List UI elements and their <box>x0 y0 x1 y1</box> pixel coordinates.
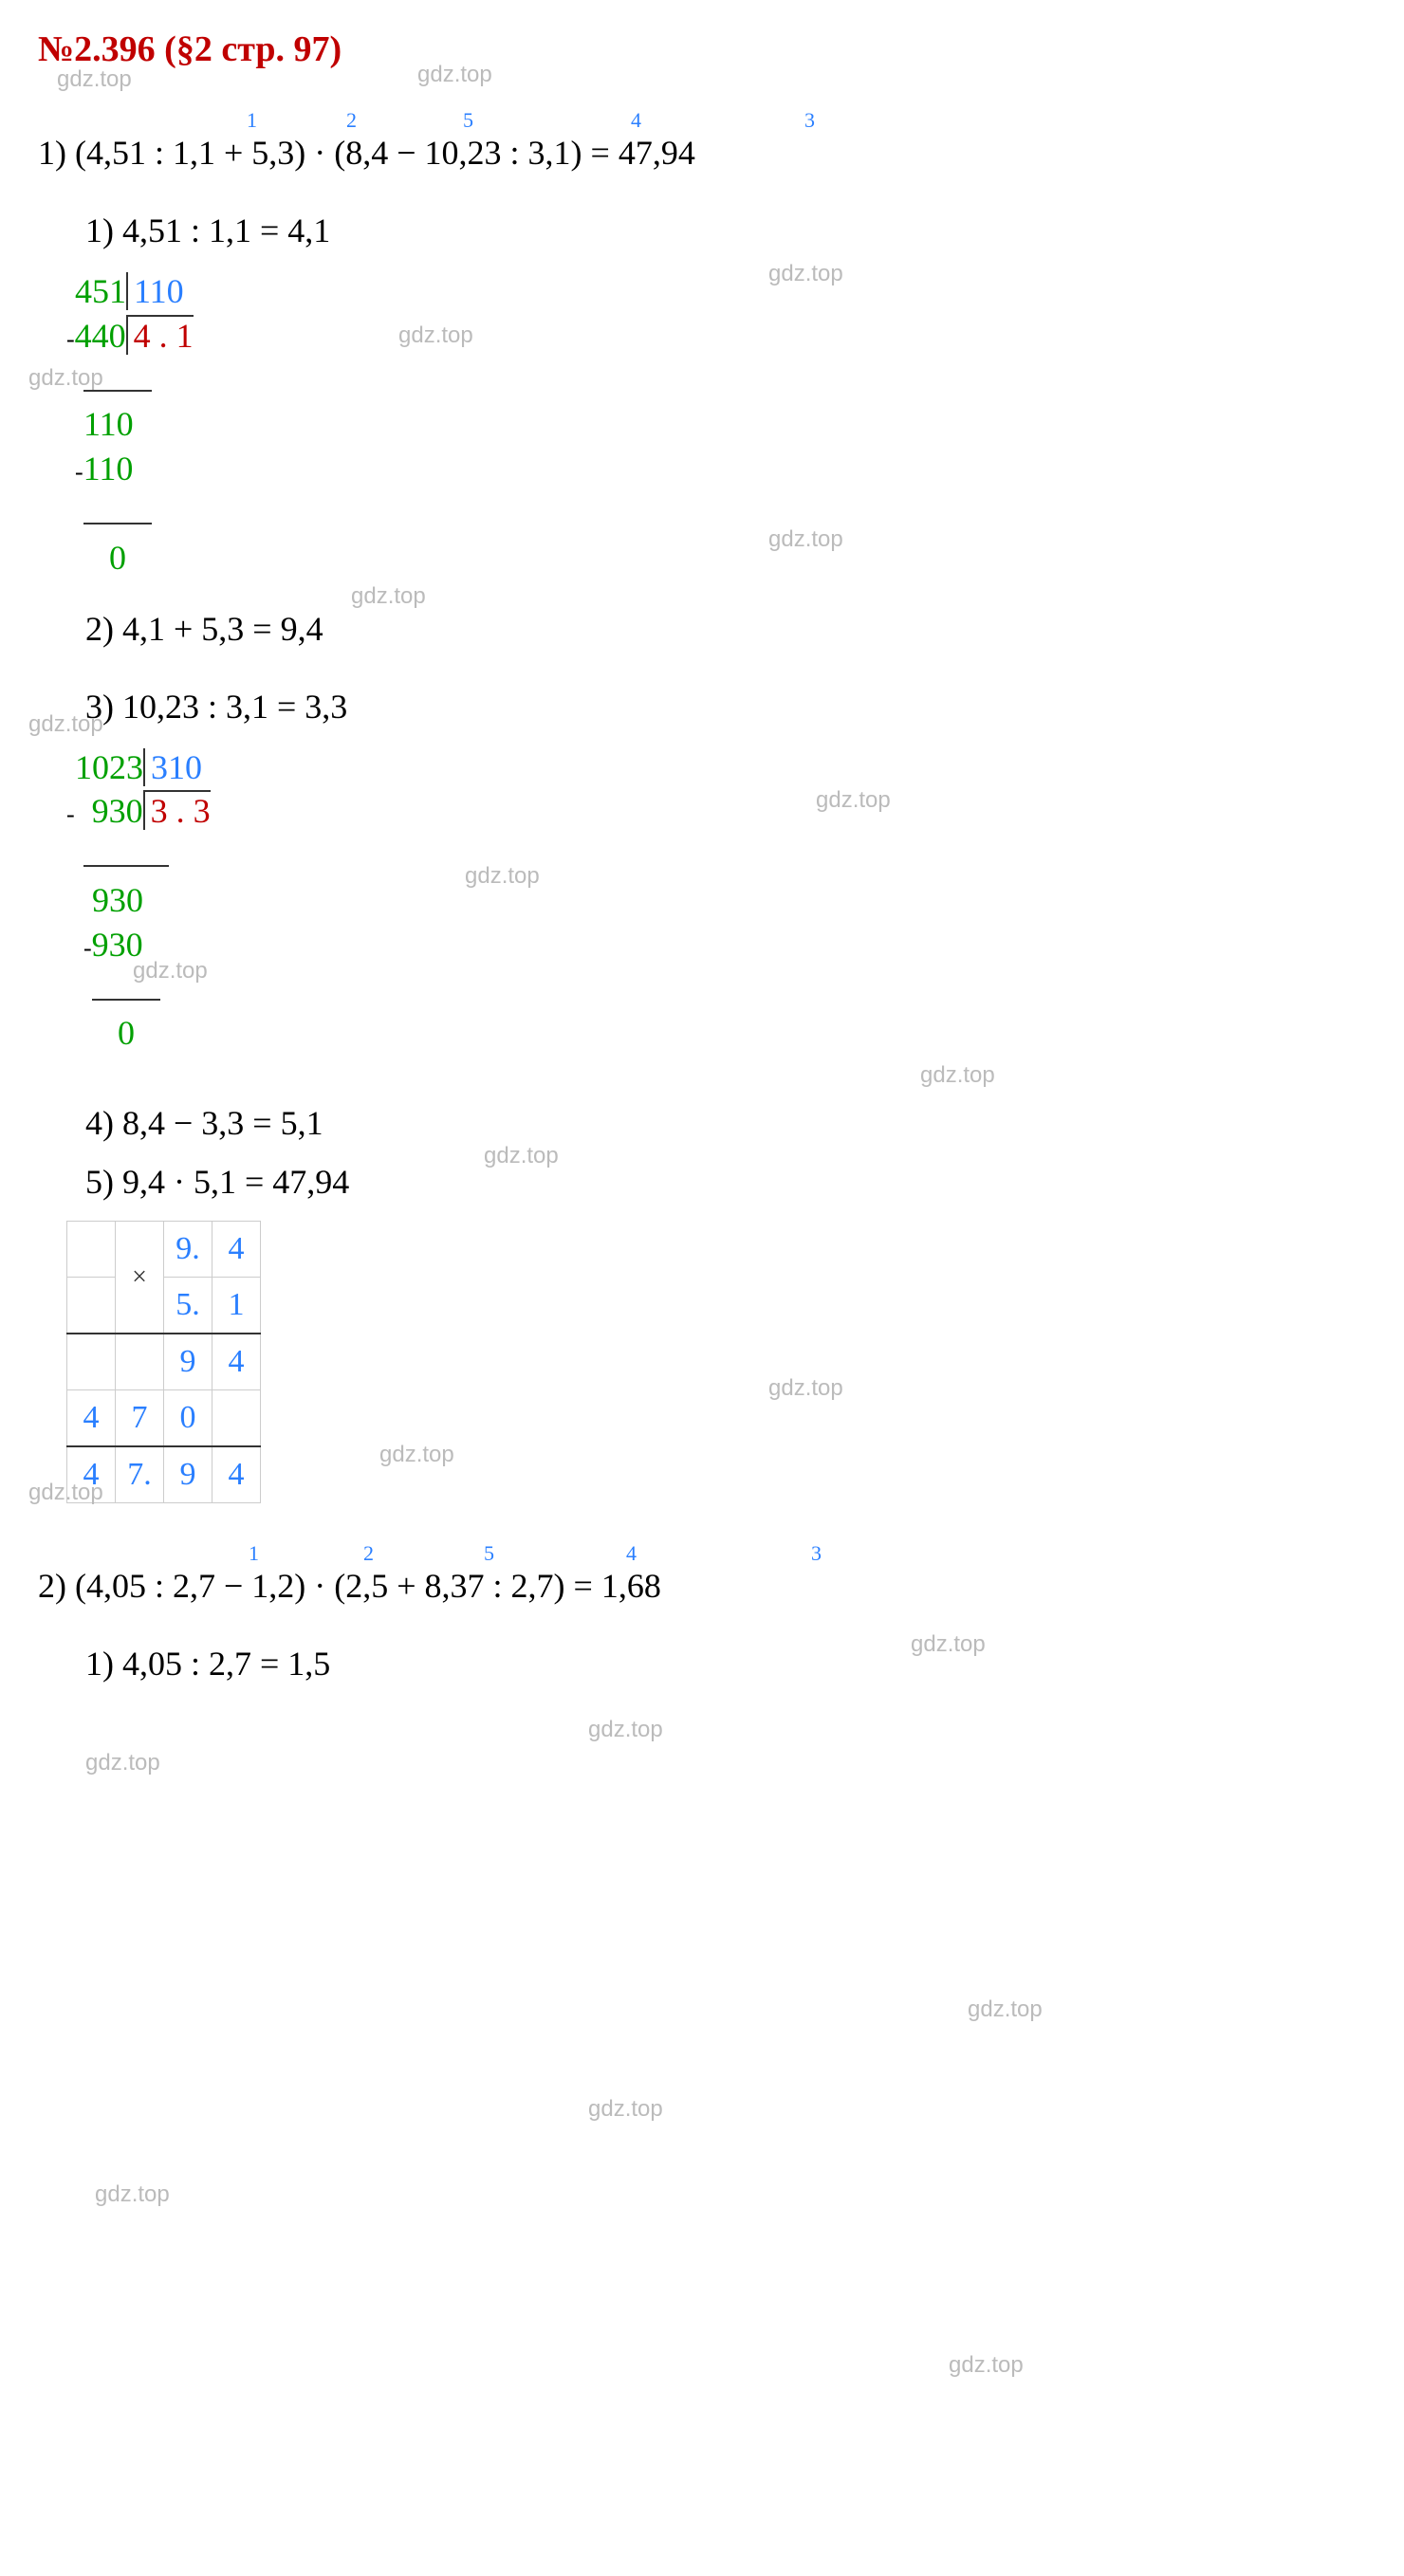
sup-1: 1 <box>247 108 257 133</box>
longdiv-1: 451110 -4404 . 1 110 -110 0 <box>66 269 1366 580</box>
problem-1-expression: 1 2 5 4 3 1) (4,51 : 1,1 + 5,3) · (8,4 −… <box>38 108 1366 173</box>
watermark: gdz.top <box>968 1996 1043 2023</box>
sup-3b: 3 <box>811 1541 822 1566</box>
cell: 7. <box>116 1446 164 1503</box>
watermark: gdz.top <box>768 526 843 553</box>
watermark: gdz.top <box>57 66 132 93</box>
divisor-1: 110 <box>126 272 184 310</box>
cell: 9 <box>164 1446 212 1503</box>
sup-5: 5 <box>463 108 473 133</box>
mult-table: × 9. 4 5. 1 9 4 4 7 0 4 7. 9 4 <box>66 1221 261 1503</box>
cell: 4 <box>212 1334 261 1390</box>
cell <box>116 1334 164 1390</box>
cell: 7 <box>116 1390 164 1447</box>
problem-heading: №2.396 (§2 стр. 97) <box>38 28 1366 70</box>
watermark: gdz.top <box>949 2352 1024 2379</box>
rem1-1: 110 <box>83 405 134 443</box>
watermark: gdz.top <box>95 2181 170 2208</box>
watermark: gdz.top <box>398 322 473 349</box>
watermark: gdz.top <box>379 1442 454 1468</box>
watermark: gdz.top <box>465 863 540 890</box>
watermark: gdz.top <box>588 1717 663 1743</box>
step-3-label: 3) 10,23 : 3,1 = 3,3 <box>85 687 1366 727</box>
cell: 4 <box>212 1446 261 1503</box>
sup-4b: 4 <box>626 1541 637 1566</box>
watermark: gdz.top <box>28 365 103 392</box>
cell: 4 <box>212 1222 261 1278</box>
step-1-label: 1) 4,51 : 1,1 = 4,1 <box>85 211 1366 250</box>
cell <box>67 1222 116 1278</box>
rem2-2: 0 <box>118 1014 135 1052</box>
step-2: 2) 4,1 + 5,3 = 9,4 <box>85 609 1366 649</box>
watermark: gdz.top <box>351 583 426 610</box>
cell <box>212 1390 261 1447</box>
watermark: gdz.top <box>920 1062 995 1089</box>
watermark: gdz.top <box>768 261 843 287</box>
sup-2: 2 <box>346 108 357 133</box>
longdiv-2: 1023310 - 9303 . 3 930 -930 0 <box>66 745 1366 1057</box>
dividend-2: 1023 <box>75 748 143 786</box>
watermark: gdz.top <box>28 1480 103 1506</box>
watermark: gdz.top <box>768 1375 843 1402</box>
divisor-2: 310 <box>143 748 202 786</box>
watermark: gdz.top <box>484 1143 559 1169</box>
problem-2-expression: 1 2 5 4 3 2) (4,05 : 2,7 − 1,2) · (2,5 +… <box>38 1541 1366 1606</box>
cell: 9 <box>164 1334 212 1390</box>
watermark: gdz.top <box>85 1750 160 1776</box>
sup-3: 3 <box>804 108 815 133</box>
rem1-2: 930 <box>92 881 143 919</box>
cell: 9. <box>164 1222 212 1278</box>
watermark: gdz.top <box>417 62 492 88</box>
step-5-label: 5) 9,4 · 5,1 = 47,94 <box>85 1162 1366 1202</box>
mult-partial-2: 4 7 0 <box>67 1390 261 1447</box>
mult-partial-1: 9 4 <box>67 1334 261 1390</box>
cell: 5. <box>164 1278 212 1334</box>
expression-2: 2) (4,05 : 2,7 − 1,2) · (2,5 + 8,37 : 2,… <box>38 1566 1366 1606</box>
watermark: gdz.top <box>911 1631 986 1658</box>
step2-1: 1) 4,05 : 2,7 = 1,5 <box>85 1644 1366 1684</box>
quotient-1: 4 . 1 <box>126 315 194 355</box>
sup-4: 4 <box>631 108 641 133</box>
sub1-1: 440 <box>75 317 126 355</box>
cell: 0 <box>164 1390 212 1447</box>
sub1-2: 930 <box>92 792 143 830</box>
quotient-2: 3 . 3 <box>143 790 211 830</box>
rem2-1: 0 <box>109 539 126 577</box>
sup-1b: 1 <box>249 1541 259 1566</box>
cell: 4 <box>67 1390 116 1447</box>
mult-sym: × <box>116 1222 164 1334</box>
watermark: gdz.top <box>588 2096 663 2123</box>
dividend-1: 451 <box>75 272 126 310</box>
mult-row-1: × 9. 4 <box>67 1222 261 1278</box>
sup-2b: 2 <box>363 1541 374 1566</box>
watermark: gdz.top <box>133 958 208 984</box>
sup-5b: 5 <box>484 1541 494 1566</box>
cell <box>67 1334 116 1390</box>
cell: 1 <box>212 1278 261 1334</box>
watermark: gdz.top <box>28 711 103 738</box>
watermark: gdz.top <box>816 787 891 814</box>
expression-1: 1) (4,51 : 1,1 + 5,3) · (8,4 − 10,23 : 3… <box>38 133 1366 173</box>
step-4: 4) 8,4 − 3,3 = 5,1 <box>85 1103 1366 1143</box>
cell <box>67 1278 116 1334</box>
mult-row-2: 5. 1 <box>67 1278 261 1334</box>
sub2-1: 110 <box>83 450 134 488</box>
